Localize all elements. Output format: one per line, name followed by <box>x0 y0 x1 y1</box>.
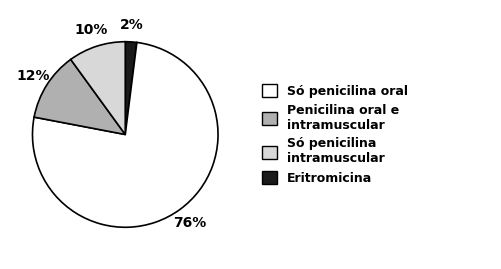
Wedge shape <box>125 42 137 134</box>
Wedge shape <box>33 43 218 227</box>
Text: 76%: 76% <box>173 216 206 230</box>
Text: 2%: 2% <box>120 18 144 32</box>
Legend: Só penicilina oral, Penicilina oral e
intramuscular, Só penicilina
intramuscular: Só penicilina oral, Penicilina oral e in… <box>262 84 408 185</box>
Wedge shape <box>71 42 125 134</box>
Text: 12%: 12% <box>16 69 50 83</box>
Text: 10%: 10% <box>75 23 108 37</box>
Wedge shape <box>34 59 125 134</box>
